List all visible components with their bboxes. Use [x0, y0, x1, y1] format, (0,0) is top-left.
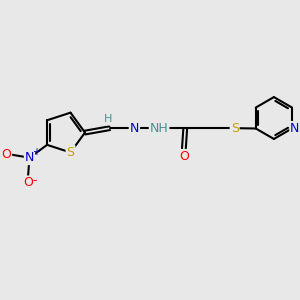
Text: O: O — [179, 150, 189, 163]
Text: O: O — [1, 148, 11, 161]
Text: NH: NH — [150, 122, 169, 135]
Text: N: N — [290, 122, 300, 135]
Text: H: H — [104, 115, 112, 124]
Text: N: N — [25, 151, 34, 164]
Text: +: + — [32, 147, 40, 158]
Text: S: S — [231, 122, 239, 135]
Text: -: - — [32, 174, 37, 187]
Text: S: S — [67, 146, 74, 159]
Text: O: O — [23, 176, 33, 190]
Text: N: N — [130, 122, 139, 135]
